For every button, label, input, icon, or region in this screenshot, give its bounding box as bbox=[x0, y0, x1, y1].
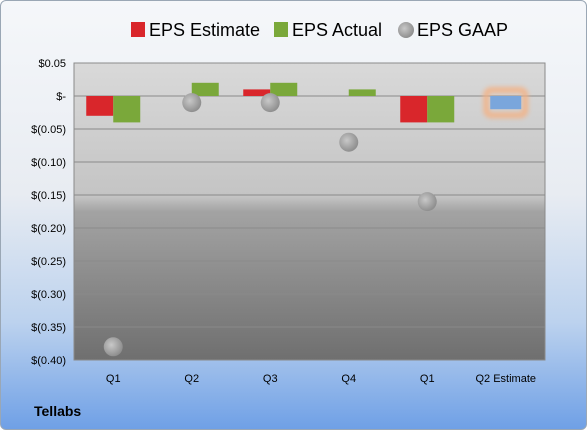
chart-legend: EPS Estimate EPS Actual EPS GAAP bbox=[131, 20, 508, 40]
y-tick-label: $(0.25) bbox=[31, 256, 66, 268]
legend-label: EPS Actual bbox=[292, 20, 382, 40]
x-tick-label: Q1 bbox=[420, 373, 435, 385]
actual-bar bbox=[113, 96, 141, 123]
estimate-bar bbox=[243, 89, 271, 96]
actual-bar bbox=[191, 82, 219, 96]
y-axis: $0.05 $- $(0.05) $(0.10) $(0.15) $(0.20) $(0.2… bbox=[31, 58, 66, 367]
legend-label: EPS GAAP bbox=[417, 20, 508, 40]
y-tick-label: $(0.35) bbox=[31, 322, 66, 334]
actual-bar bbox=[348, 89, 376, 96]
gaap-point bbox=[417, 192, 437, 212]
y-tick-label: $(0.15) bbox=[31, 190, 66, 202]
y-tick-label: $(0.30) bbox=[31, 289, 66, 301]
x-tick-label: Q4 bbox=[341, 373, 356, 385]
gaap-point bbox=[103, 337, 123, 357]
gaap-points-layer bbox=[103, 93, 437, 357]
gridlines bbox=[74, 62, 545, 361]
estimate-bar bbox=[86, 96, 114, 116]
plot-area bbox=[73, 62, 546, 361]
gaap-point bbox=[339, 132, 359, 152]
y-tick-label: $0.05 bbox=[38, 58, 66, 70]
y-tick-label: $- bbox=[56, 91, 66, 103]
x-axis: Q1 Q2 Q3 Q4 Q1 Q2 Estimate bbox=[106, 373, 536, 385]
y-tick-label: $(0.05) bbox=[31, 124, 66, 136]
actual-bar bbox=[270, 82, 298, 96]
x-tick-label: Q2 bbox=[184, 373, 199, 385]
actual-bar bbox=[427, 96, 455, 123]
legend-swatch-gaap bbox=[398, 22, 414, 38]
gaap-point bbox=[260, 93, 280, 113]
estimate-highlight-glow bbox=[483, 87, 529, 119]
estimate-bar bbox=[400, 96, 428, 123]
y-tick-label: $(0.20) bbox=[31, 223, 66, 235]
y-tick-label: $(0.40) bbox=[31, 355, 66, 367]
x-tick-label: Q3 bbox=[263, 373, 278, 385]
company-name: Tellabs bbox=[34, 403, 82, 419]
x-tick-label: Q2 Estimate bbox=[475, 373, 536, 385]
legend-label: EPS Estimate bbox=[149, 20, 260, 40]
gaap-point bbox=[182, 93, 202, 113]
bars-layer bbox=[86, 82, 529, 123]
x-tick-label: Q1 bbox=[106, 373, 121, 385]
y-tick-label: $(0.10) bbox=[31, 157, 66, 169]
legend-swatch bbox=[131, 22, 145, 37]
legend-swatch bbox=[274, 22, 288, 37]
next-estimate-bar bbox=[490, 96, 522, 110]
